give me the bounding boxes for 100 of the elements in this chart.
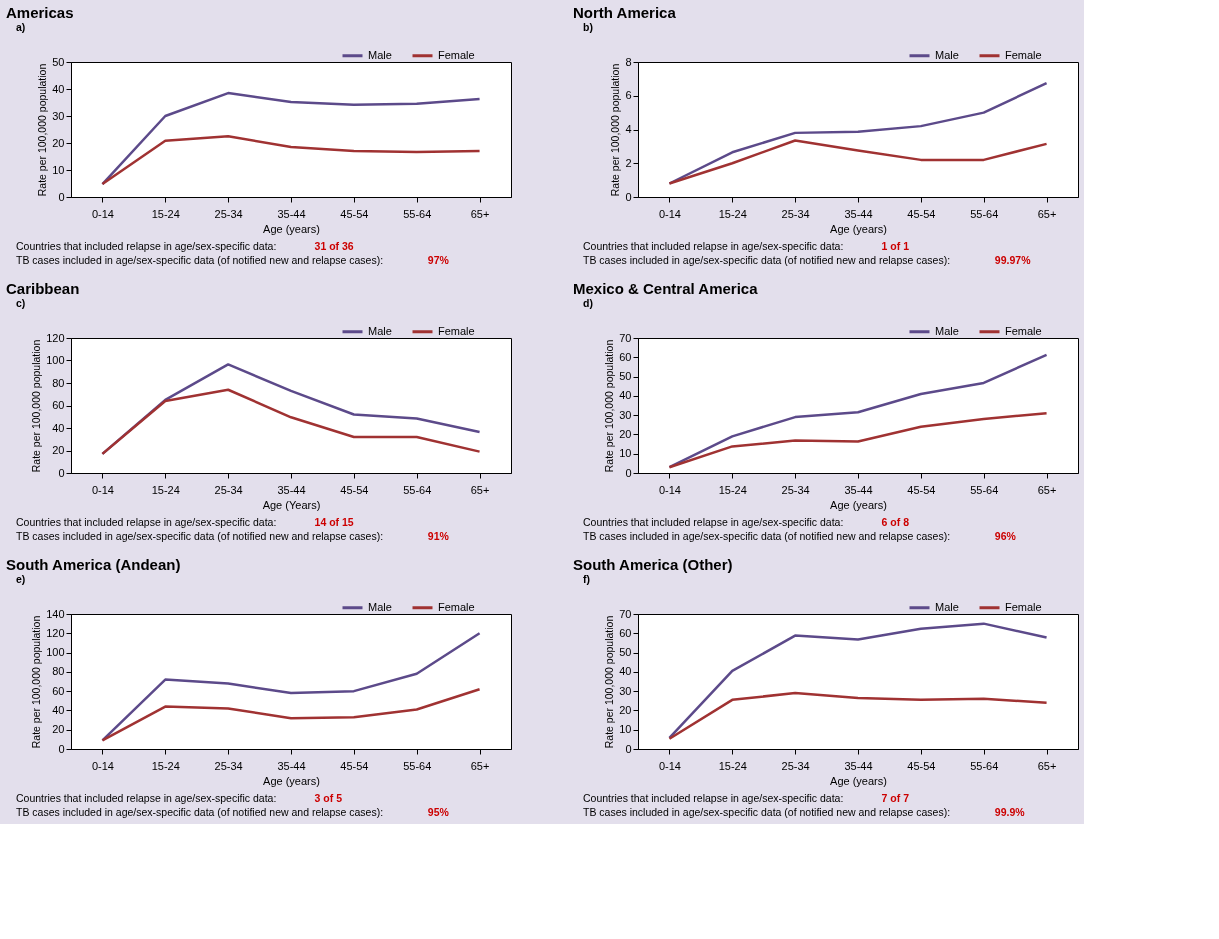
text: Countries that included relapse in age/sex-specific data: <box>583 240 844 252</box>
y-tick-label: 40 <box>619 665 632 678</box>
x-tick-label: 45-54 <box>907 207 936 220</box>
x-tick-label: 65+ <box>470 483 490 496</box>
line-series <box>101 632 481 742</box>
x-tick-label: 0-14 <box>658 759 681 772</box>
line-series <box>668 691 1048 741</box>
text: Countries that included relapse in age/sex-specific data: <box>583 792 844 804</box>
x-tick-label: 25-34 <box>781 207 810 220</box>
x-axis-title: Age (years) <box>830 774 887 787</box>
y-tick-label: 0 <box>625 190 632 203</box>
y-axis-title: Rate per 100,000 population <box>603 339 616 473</box>
y-tick-label: 60 <box>619 350 632 363</box>
y-tick-label: 10 <box>52 163 65 176</box>
legend-label: Female <box>1005 600 1042 613</box>
x-tick-label: 45-54 <box>340 207 369 220</box>
x-tick-label: 0-14 <box>658 207 681 220</box>
text: 97% <box>427 254 450 266</box>
text: 99.97% <box>994 254 1032 266</box>
text: TB cases included in age/sex-specific data (of notified new and relapse cases): <box>583 254 951 266</box>
y-tick-label: 40 <box>52 421 65 434</box>
y-tick-label: 30 <box>619 684 632 697</box>
y-axis-title: Rate per 100,000 population <box>30 339 43 473</box>
text: TB cases included in age/sex-specific data (of notified new and relapse cases): <box>583 530 951 542</box>
legend-label: Female <box>438 48 475 61</box>
x-tick-label: 25-34 <box>214 207 243 220</box>
x-tick-label: 35-44 <box>844 483 873 496</box>
text: Countries that included relapse in age/sex-specific data: <box>583 516 844 528</box>
text: a) <box>16 21 26 33</box>
chart-title: Americas <box>6 4 74 21</box>
text: TB cases included in age/sex-specific data (of notified new and relapse cases): <box>583 806 951 818</box>
text: 7 of 7 <box>881 792 910 804</box>
x-tick-label: 15-24 <box>718 759 747 772</box>
legend-label: Female <box>1005 324 1042 337</box>
x-tick-label: 55-64 <box>403 207 432 220</box>
x-tick-label: 35-44 <box>277 759 306 772</box>
text: 1 of 1 <box>881 240 910 252</box>
text: 95% <box>427 806 450 818</box>
legend-label: Female <box>438 600 475 613</box>
y-tick-label: 0 <box>625 742 632 755</box>
x-tick-label: 15-24 <box>151 483 180 496</box>
y-axis-title: Rate per 100,000 population <box>30 615 43 749</box>
y-axis-title: Rate per 100,000 population <box>603 615 616 749</box>
chart-title: South America (Andean) <box>6 556 181 573</box>
y-tick-label: 20 <box>619 427 632 440</box>
y-tick-label: 60 <box>52 399 65 411</box>
x-tick-label: 45-54 <box>340 759 369 772</box>
line-series <box>101 388 481 456</box>
y-tick-label: 8 <box>625 55 632 68</box>
x-tick-label: 0-14 <box>91 207 114 220</box>
y-tick-label: 20 <box>52 723 65 736</box>
line-series <box>101 687 481 742</box>
x-axis-title: Age (years) <box>263 222 320 235</box>
y-tick-label: 10 <box>619 447 632 460</box>
x-axis-title: Age (years) <box>830 222 887 235</box>
y-tick-label: 70 <box>619 607 632 620</box>
legend-label: Male <box>935 600 959 613</box>
text: f) <box>583 573 590 585</box>
y-tick-label: 20 <box>619 703 632 716</box>
x-tick-label: 0-14 <box>658 483 681 496</box>
text: b) <box>583 21 593 33</box>
y-tick-label: 2 <box>625 156 632 169</box>
text: 14 of 15 <box>314 516 354 528</box>
y-tick-label: 6 <box>625 89 632 102</box>
x-tick-label: 55-64 <box>970 759 999 772</box>
x-tick-label: 25-34 <box>781 483 810 496</box>
x-tick-label: 25-34 <box>781 759 810 772</box>
text: Countries that included relapse in age/sex-specific data: <box>16 240 277 252</box>
x-axis-title: Age (years) <box>263 774 320 787</box>
y-tick-label: 0 <box>58 742 65 755</box>
x-axis-title: Age (Years) <box>262 498 321 511</box>
text: c) <box>16 297 26 309</box>
text: 3 of 5 <box>314 792 343 804</box>
text: Countries that included relapse in age/sex-specific data: <box>16 516 277 528</box>
legend-label: Male <box>368 324 392 337</box>
y-tick-label: 30 <box>619 408 632 421</box>
legend-label: Male <box>935 48 959 61</box>
x-tick-label: 25-34 <box>214 759 243 772</box>
text: TB cases included in age/sex-specific data (of notified new and relapse cases): <box>16 806 384 818</box>
text: 31 of 36 <box>314 240 354 252</box>
x-tick-label: 25-34 <box>214 483 243 496</box>
legend-label: Male <box>368 48 392 61</box>
y-tick-label: 0 <box>625 466 632 479</box>
text: 96% <box>994 530 1017 542</box>
y-tick-label: 4 <box>625 123 632 135</box>
x-tick-label: 35-44 <box>844 759 873 772</box>
y-tick-label: 80 <box>52 376 65 389</box>
x-tick-label: 65+ <box>1037 759 1057 772</box>
x-tick-label: 65+ <box>1037 207 1057 220</box>
x-tick-label: 45-54 <box>907 483 936 496</box>
line-series <box>668 139 1048 185</box>
y-tick-label: 10 <box>619 723 632 736</box>
x-tick-label: 15-24 <box>718 483 747 496</box>
x-tick-label: 55-64 <box>403 483 432 496</box>
y-tick-label: 120 <box>46 626 65 639</box>
y-tick-label: 40 <box>52 703 65 716</box>
legend-label: Female <box>438 324 475 337</box>
y-tick-label: 70 <box>619 331 632 344</box>
y-tick-label: 0 <box>58 190 65 203</box>
x-tick-label: 15-24 <box>718 207 747 220</box>
